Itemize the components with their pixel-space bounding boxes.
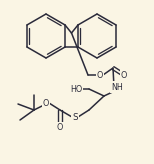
Text: S: S — [72, 113, 78, 122]
Text: O: O — [97, 71, 103, 80]
Text: O: O — [43, 99, 49, 107]
Text: NH: NH — [111, 82, 123, 92]
Text: HO: HO — [70, 84, 82, 93]
Text: O: O — [121, 71, 127, 80]
Text: O: O — [57, 123, 63, 133]
